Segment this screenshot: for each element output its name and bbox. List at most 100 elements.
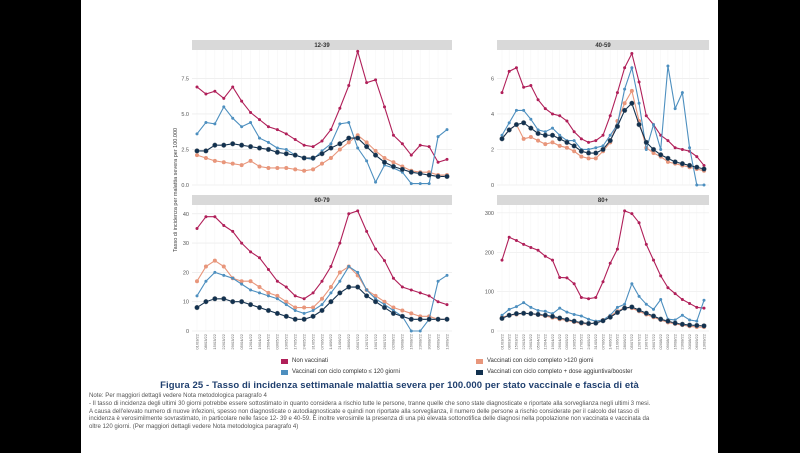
panel-1-data-point <box>284 165 289 170</box>
panel-3-xtick-label: 05/04/22 <box>239 333 244 349</box>
panel-3-data-point <box>266 290 271 295</box>
panel-2-data-point <box>558 114 562 118</box>
panel-3-data-point <box>364 293 370 299</box>
panel-2-data-point <box>615 91 619 95</box>
panel-4-data-point <box>565 276 569 280</box>
panel-2-data-point <box>529 84 533 88</box>
panel-4-data-point <box>514 305 518 309</box>
panel-2-data-point <box>608 114 612 118</box>
panel-4-xtick-label: 10/05/22 <box>571 333 576 349</box>
panel-1-data-point <box>445 157 449 161</box>
panel-1-data-point <box>427 145 431 149</box>
panel-3-strip <box>192 195 452 205</box>
panel-4-xtick-label: 03/05/22 <box>564 333 569 349</box>
panel-2-data-point <box>629 88 634 93</box>
legend-label: Vaccinati con ciclo completo >120 giorni <box>487 358 594 364</box>
panel-1-data-point <box>328 156 333 160</box>
panel-1-data-point <box>365 159 369 163</box>
panel-3-ytick-label: 40 <box>183 212 189 218</box>
panel-4-data-point <box>695 305 699 309</box>
panel-4-xtick-label: 12/07/22 <box>636 333 641 349</box>
panel-1-data-point <box>391 160 396 165</box>
panel-2-data-point <box>500 91 504 95</box>
panel-4-xtick-label: 24/05/22 <box>586 333 591 349</box>
panel-1-data-point <box>435 173 441 180</box>
panel-3-data-point <box>203 299 209 305</box>
panel-3-ytick-label: 30 <box>183 241 189 247</box>
panel-4-data-point <box>542 312 548 318</box>
panel-2-data-point <box>672 159 678 165</box>
panel-2-data-point <box>679 161 685 167</box>
panel-1-data-point <box>293 167 298 172</box>
panel-3-data-point <box>382 299 387 304</box>
panel-1-data-point <box>274 149 280 155</box>
panel-3-data-point <box>373 293 378 298</box>
panel-1-data-point <box>275 165 280 170</box>
panel-4-xtick-label: 05/04/22 <box>535 333 540 349</box>
panel-2-data-point <box>643 139 649 145</box>
panel-1-data-point <box>356 49 360 53</box>
panel-2-data-point <box>629 100 635 106</box>
panel-1-data-point <box>311 145 315 149</box>
panel-2-data-point <box>593 156 598 161</box>
panel-3-data-point <box>275 297 279 301</box>
panel-4-data-point <box>593 320 599 326</box>
panel-4-ytick-label: 200 <box>485 250 494 256</box>
panel-3-data-point <box>195 226 199 230</box>
panel-1-data-point <box>426 172 432 178</box>
panel-4-title: 80+ <box>598 198 609 204</box>
panel-2-data-point <box>535 130 541 137</box>
panel-4-xtick-label: 05/07/22 <box>629 333 634 349</box>
panel-4-data-point <box>659 274 663 278</box>
panel-1-data-point <box>364 140 369 145</box>
panel-3-xtick-label: 12/04/22 <box>248 333 253 349</box>
panel-2-data-point <box>500 133 504 137</box>
note-line: - Il tasso di incidenza degli ultimi 30 … <box>89 399 651 407</box>
panel-4-data-point <box>522 301 526 305</box>
panel-3-data-point <box>266 294 270 298</box>
panel-4-data-point <box>644 302 648 306</box>
panel-4-data-point <box>565 310 569 314</box>
panel-1-data-point <box>408 169 414 175</box>
panel-1-data-point <box>347 84 351 88</box>
panel-3-data-point <box>418 329 422 333</box>
panel-2-data-point <box>665 159 670 164</box>
panel-2-data-point <box>572 149 577 154</box>
panel-1-data-point <box>365 81 369 85</box>
panel-3-data-point <box>426 316 432 322</box>
panel-3-xtick-label: 31/05/22 <box>310 333 315 349</box>
panel-3-data-point <box>248 302 254 308</box>
note-line: A causa dell'elevato numero di nuove inf… <box>89 407 639 415</box>
panel-4-data-point <box>529 246 533 250</box>
panel-1-data-point <box>231 85 235 89</box>
panel-2-data-point <box>652 123 655 127</box>
panel-3-xtick-label: 08/03/22 <box>203 333 208 349</box>
panel-2-data-point <box>594 146 598 150</box>
panel-3-data-point <box>266 267 270 271</box>
panel-2-data-point <box>701 166 707 172</box>
panel-2-data-point <box>571 143 577 149</box>
panel-3-xtick-label: 14/06/22 <box>328 333 333 349</box>
panel-3-data-point <box>328 285 333 290</box>
panel-3-data-point <box>436 279 440 283</box>
panel-3-data-point <box>283 313 289 319</box>
panel-3-data-point <box>381 305 388 311</box>
panel-2-data-point <box>536 128 540 132</box>
panel-4-xtick-label: 15/03/22 <box>514 333 519 349</box>
panel-1-data-point <box>383 105 386 109</box>
panel-2-data-point <box>666 64 670 68</box>
chart-legend: Non vaccinati Vaccinati con ciclo comple… <box>281 356 701 380</box>
panel-3-xtick-label: 28/06/22 <box>346 333 351 349</box>
panel-2-data-point <box>557 143 562 148</box>
panel-4-xtick-label: 29/03/22 <box>528 333 533 349</box>
panel-2-data-point <box>665 155 671 161</box>
panel-4-xtick-label: 07/06/22 <box>600 333 605 349</box>
panel-2-ytick-label: 6 <box>491 76 494 82</box>
panel-1-ytick-label: 0.0 <box>181 183 189 189</box>
panel-3-data-point <box>417 316 423 322</box>
panel-1-data-point <box>194 148 200 154</box>
panel-4-data-point <box>536 248 540 252</box>
panel-3-data-point <box>221 296 227 302</box>
panel-2-data-point <box>651 151 656 156</box>
panel-1-data-point <box>409 153 413 157</box>
